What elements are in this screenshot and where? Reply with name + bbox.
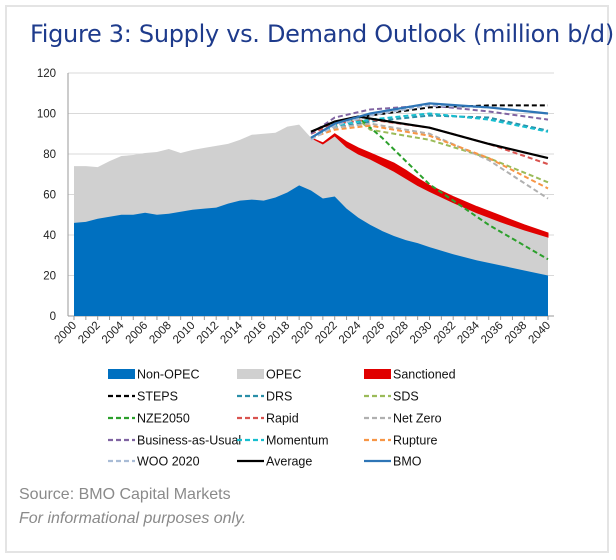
x-tick-label: 2008 [147, 320, 174, 347]
legend-label-sanctioned: Sanctioned [393, 368, 456, 382]
x-tick-label: 2040 [527, 320, 554, 347]
x-tick-label: 2002 [76, 320, 103, 347]
y-tick-label: 0 [50, 311, 56, 323]
legend-label-steps: STEPS [137, 390, 178, 404]
series-line-momentum [310, 112, 549, 139]
x-tick-label: 2024 [337, 319, 364, 346]
x-tick-label: 2028 [384, 320, 411, 347]
x-tick-label: 2012 [195, 320, 222, 347]
series-line-business-as-usual [310, 104, 549, 135]
y-tick-label: 100 [37, 109, 56, 121]
sanctioned-band [310, 133, 549, 238]
legend-label-opec: OPEC [266, 368, 301, 382]
x-tick-label: 2020 [290, 320, 317, 347]
legend-label-average: Average [266, 455, 312, 469]
x-tick-label: 2016 [242, 320, 269, 347]
legend-label-rupture: Rupture [393, 434, 438, 448]
x-tick-label: 2006 [124, 320, 151, 347]
legend-label-momentum: Momentum [266, 434, 329, 448]
series-line-steps [310, 104, 548, 133]
figure-card [5, 5, 609, 553]
series-line-rupture [310, 124, 549, 190]
series-line-drs [310, 114, 549, 139]
x-tick-label: 2004 [100, 319, 127, 346]
y-tick-label: 120 [37, 68, 56, 80]
non-opec-area [74, 185, 548, 316]
legend-label-drs: DRS [266, 390, 292, 404]
legend-label-bmo: BMO [393, 455, 422, 469]
x-tick-label: 2000 [53, 320, 80, 347]
series-line-bmo [310, 102, 549, 139]
legend-label-business-as-usual: Business-as-Usual [137, 434, 241, 448]
legend-label-sds: SDS [393, 390, 419, 404]
disclaimer-note: For informational purposes only. [19, 510, 247, 527]
figure-title: Figure 3: Supply vs. Demand Outlook (mil… [30, 20, 614, 48]
x-tick-label: 2010 [171, 320, 198, 347]
x-tick-label: 2014 [218, 319, 245, 346]
legend-label-woo-2020: WOO 2020 [137, 455, 200, 469]
legend-swatch-opec [237, 369, 264, 379]
x-tick-label: 2030 [408, 320, 435, 347]
legend-swatch-non-opec [108, 369, 135, 379]
x-tick-label: 2022 [313, 320, 340, 347]
source-note: Source: BMO Capital Markets [19, 486, 231, 503]
legend-label-net-zero: Net Zero [393, 412, 442, 426]
x-tick-label: 2032 [432, 320, 459, 347]
y-tick-label: 40 [43, 230, 56, 242]
y-tick-label: 20 [43, 271, 56, 283]
legend-label-rapid: Rapid [266, 412, 299, 426]
y-tick-label: 60 [43, 190, 56, 202]
legend-label-non-opec: Non-OPEC [137, 368, 200, 382]
series-line-average [310, 115, 549, 160]
legend-label-nze2050: NZE2050 [137, 412, 190, 426]
legend-swatch-sanctioned [364, 369, 391, 379]
x-tick-label: 2038 [503, 320, 530, 347]
x-tick-label: 2036 [479, 320, 506, 347]
y-tick-label: 80 [43, 149, 56, 161]
x-tick-label: 2026 [361, 320, 388, 347]
series-line-net-zero [310, 122, 549, 200]
x-tick-label: 2034 [455, 319, 482, 346]
x-tick-label: 2018 [266, 320, 293, 347]
